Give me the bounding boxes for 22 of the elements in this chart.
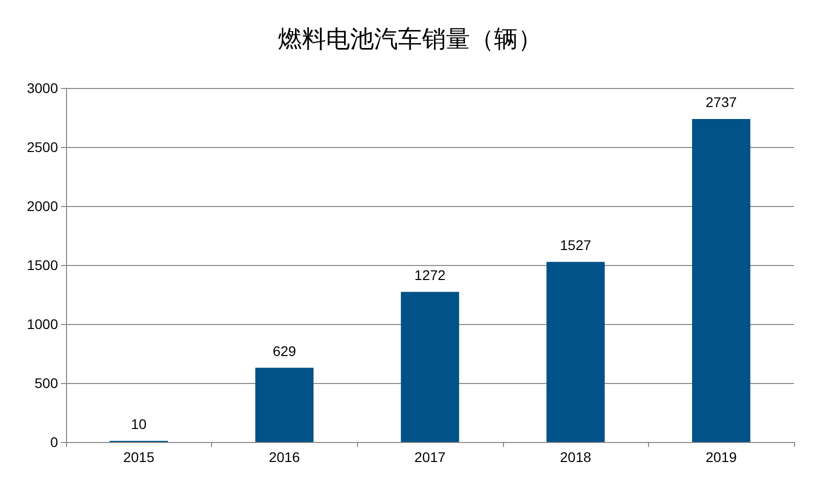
- x-tick-label: 2017: [414, 449, 446, 465]
- y-tick-label: 1000: [26, 316, 58, 332]
- x-tick-label: 2016: [268, 449, 300, 465]
- bar: [400, 292, 460, 442]
- y-tick-label: 2000: [26, 198, 58, 214]
- bar: [546, 262, 605, 442]
- y-tick-label: 500: [34, 375, 58, 391]
- data-label: 10: [131, 416, 147, 432]
- x-tick-label: 2015: [123, 449, 155, 465]
- data-label: 629: [272, 342, 296, 359]
- chart-title: 燃料电池汽车销量（辆）: [278, 25, 542, 53]
- bar: [692, 119, 750, 442]
- x-tick-label: 2018: [560, 449, 592, 465]
- data-label: 1527: [560, 236, 592, 253]
- y-tick-label: 2500: [26, 139, 58, 155]
- y-tick-label: 3000: [26, 80, 58, 96]
- data-label: 2737: [706, 94, 737, 110]
- y-tick-label: 0: [50, 434, 58, 450]
- x-tick-label: 2019: [706, 449, 737, 465]
- bar: [255, 368, 314, 442]
- data-label: 1272: [414, 266, 446, 283]
- y-tick-label: 1500: [26, 257, 58, 273]
